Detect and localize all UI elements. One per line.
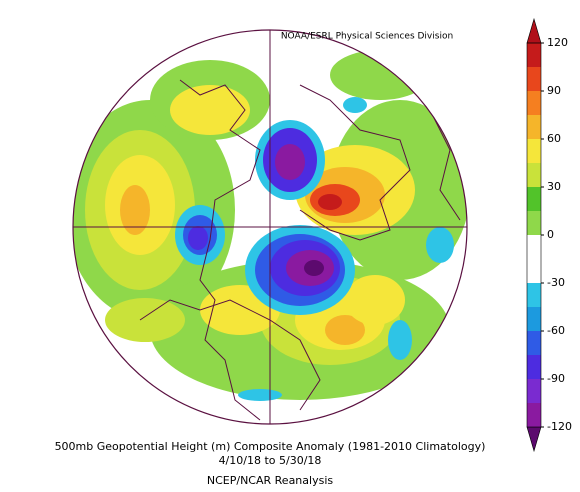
colorbar-bin xyxy=(527,307,541,331)
colorbar-bin xyxy=(527,115,541,139)
colorbar-tick-label: -90 xyxy=(547,372,565,385)
colorbar-bin xyxy=(527,67,541,91)
caption: 4/10/18 to 5/30/18 xyxy=(219,454,322,467)
colorbar-arrow xyxy=(526,426,542,453)
colorbar: 120 90 60 30 0 -30 -60 -90 -120 xyxy=(526,17,572,453)
credit: NOAA/ESRL Physical Sciences Division xyxy=(281,32,453,42)
colorbar-bin xyxy=(527,43,541,67)
colorbar-tick-label: 30 xyxy=(547,180,561,193)
colorbar-tick-label: -30 xyxy=(547,276,565,289)
colorbar-bin xyxy=(527,187,541,211)
colorbar-bin xyxy=(527,283,541,307)
colorbar-bin xyxy=(527,403,541,427)
colorbar-arrow xyxy=(526,17,542,44)
colorbar-tick-label: 0 xyxy=(547,228,554,241)
colorbar-bin xyxy=(527,91,541,115)
colorbar-tick-label: 90 xyxy=(547,84,561,97)
colorbar-bin xyxy=(527,235,541,259)
caption: 500mb Geopotential Height (m) Composite … xyxy=(55,440,486,453)
anomaly-field xyxy=(73,50,467,401)
coastlines xyxy=(139,69,461,421)
caption: NCEP/NCAR Reanalysis xyxy=(207,474,333,487)
colorbar-bin xyxy=(527,211,541,235)
colorbar-bin xyxy=(527,379,541,403)
colorbar-tick-label: 60 xyxy=(547,132,561,145)
colorbar-bin xyxy=(527,355,541,379)
map-border xyxy=(72,29,468,425)
colorbar-bin xyxy=(527,139,541,163)
colorbar-tick-label: 120 xyxy=(547,36,568,49)
colorbar-tick-label: -60 xyxy=(547,324,565,337)
colorbar-bin xyxy=(527,331,541,355)
colorbar-bin xyxy=(527,163,541,187)
colorbar-tick-label: -120 xyxy=(547,420,572,433)
colorbar-bin xyxy=(527,259,541,283)
map xyxy=(72,29,468,425)
